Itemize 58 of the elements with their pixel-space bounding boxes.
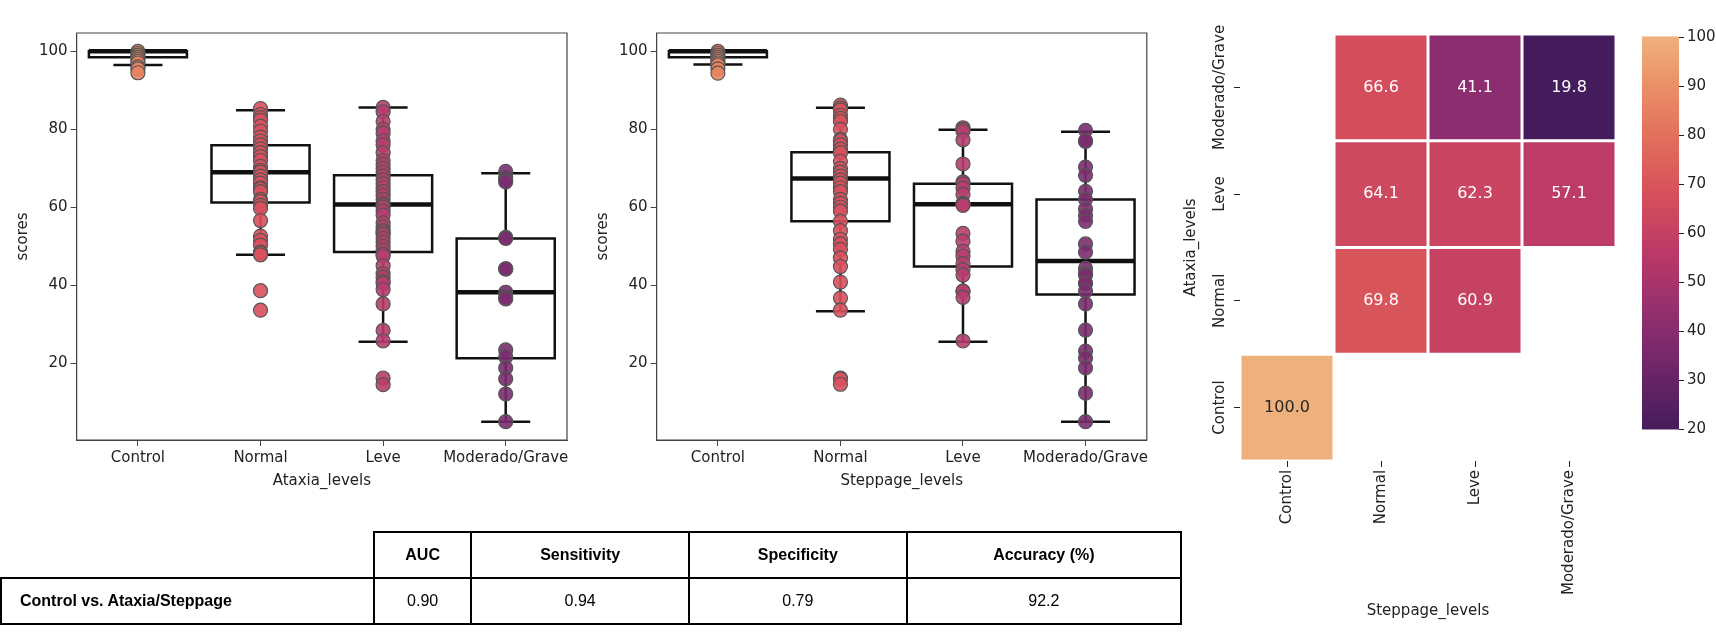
- category-label: Accuracy (%): [906, 532, 1181, 578]
- data-label: 57.1: [1551, 183, 1587, 203]
- x-tick-label: Normal: [233, 447, 288, 466]
- data-label: 60.9: [1457, 289, 1493, 309]
- x-tick-label: Leve: [945, 447, 981, 466]
- category-label: Sensitivity: [471, 532, 689, 578]
- x-tick-label: Normal: [813, 447, 868, 466]
- y-tick-label: 20: [48, 353, 68, 372]
- x-tick-label: Control: [690, 447, 746, 466]
- color-bar-label: 20: [1687, 418, 1707, 437]
- y-tick-label: 20: [628, 353, 648, 372]
- x-tick-label: Leve: [1464, 469, 1483, 506]
- y-tick-label: Leve: [1209, 176, 1228, 212]
- y-axis-title: scores: [12, 212, 31, 261]
- color-bar-label: 100: [1687, 26, 1716, 45]
- y-tick-label: 40: [48, 275, 68, 294]
- y-axis-title: Ataxia_levels: [1180, 198, 1200, 297]
- color-bar-label: 30: [1687, 369, 1707, 388]
- y-tick-label: 60: [628, 197, 648, 216]
- x-tick-label: Control: [110, 447, 166, 466]
- color-bar-label: 60: [1687, 222, 1707, 241]
- y-tick-label: 80: [48, 119, 68, 138]
- y-tick-label: 40: [628, 275, 648, 294]
- text: 0.94: [564, 592, 596, 609]
- y-tick-label: 80: [628, 119, 648, 138]
- color-bar-label: 80: [1687, 124, 1707, 143]
- text: 92.2: [1028, 592, 1060, 609]
- x-axis-title: Ataxia_levels: [272, 470, 372, 490]
- text: 0.90: [407, 592, 439, 609]
- category-label: AUC: [374, 532, 472, 578]
- x-tick-label: Leve: [365, 447, 401, 466]
- y-tick-label: Normal: [1209, 273, 1228, 328]
- data-label: 62.3: [1457, 183, 1493, 203]
- data-label: 69.8: [1363, 289, 1399, 309]
- color-bar-label: 40: [1687, 320, 1707, 339]
- data-label: 66.6: [1363, 76, 1399, 96]
- y-axis-title: scores: [592, 212, 611, 261]
- y-tick-label: 100: [618, 41, 648, 60]
- x-tick-label: Normal: [1370, 469, 1389, 525]
- category-label: Control vs. Ataxia/Steppage: [20, 592, 232, 609]
- text: 0.79: [782, 592, 814, 609]
- x-axis-title: Steppage_levels: [1366, 600, 1490, 620]
- y-tick-label: 60: [48, 197, 68, 216]
- x-axis-title: Steppage_levels: [840, 470, 964, 490]
- data-label: 41.1: [1457, 76, 1493, 96]
- data-label: 64.1: [1363, 183, 1399, 203]
- color-bar-label: 90: [1687, 75, 1707, 94]
- x-tick-label: Moderado/Grave: [443, 447, 569, 466]
- data-label: 100.0: [1264, 396, 1310, 416]
- x-tick-label: Control: [1276, 469, 1295, 525]
- color-bar-label: 70: [1687, 173, 1707, 192]
- x-tick-label: Moderado/Grave: [1558, 469, 1577, 596]
- data-label: 19.8: [1551, 76, 1587, 96]
- y-tick-label: Moderado/Grave: [1209, 24, 1228, 150]
- y-tick-label: 100: [38, 41, 68, 60]
- category-label: Specificity: [688, 532, 907, 578]
- color-bar-label: 50: [1687, 271, 1707, 290]
- x-tick-label: Moderado/Grave: [1022, 447, 1149, 466]
